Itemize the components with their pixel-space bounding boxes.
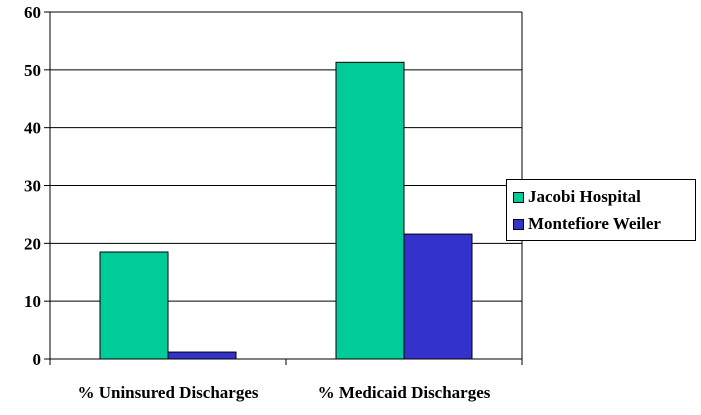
legend-swatch-montefiore: [513, 218, 524, 230]
y-axis-ticks: 0 10 20 30 40 50 60: [24, 3, 523, 369]
bar-montefiore-0: [167, 351, 237, 360]
y-tick-label: 10: [24, 292, 41, 311]
y-tick-label: 50: [24, 61, 41, 80]
x-category-label: % Medicaid Discharges: [318, 383, 491, 402]
legend-label-montefiore: Montefiore Weiler: [528, 214, 661, 233]
legend-item-jacobi: Jacobi Hospital: [513, 187, 641, 207]
legend-swatch-jacobi: [513, 191, 524, 203]
legend-label-jacobi: Jacobi Hospital: [528, 187, 641, 206]
legend-item-montefiore: Montefiore Weiler: [513, 214, 661, 234]
y-tick-label: 40: [24, 119, 41, 138]
y-tick-label: 0: [33, 350, 42, 369]
bars: [99, 61, 473, 360]
x-category-label: % Uninsured Discharges: [77, 383, 258, 402]
bar-jacobi-0: [99, 251, 169, 360]
y-tick-label: 30: [24, 177, 41, 196]
y-tick-label: 20: [24, 234, 41, 253]
bar-montefiore-1: [403, 233, 473, 360]
legend: Jacobi Hospital Montefiore Weiler: [506, 179, 696, 241]
bar-jacobi-1: [335, 61, 405, 360]
y-tick-label: 60: [24, 3, 41, 22]
x-axis-labels: % Uninsured Discharges % Medicaid Dischar…: [77, 383, 490, 402]
